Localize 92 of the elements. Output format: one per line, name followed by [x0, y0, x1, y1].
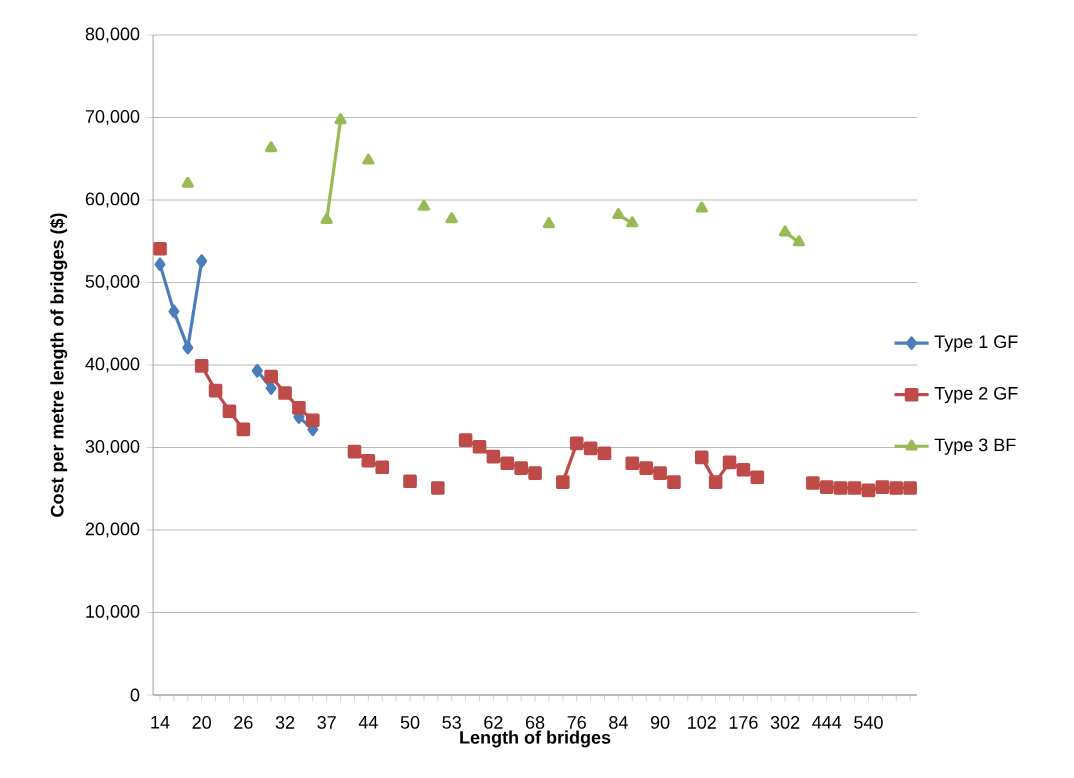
point: [194, 359, 209, 373]
legend-label: Type 2 GF: [934, 386, 1018, 404]
point: [569, 436, 584, 451]
point: [306, 413, 320, 428]
point: [625, 456, 640, 470]
point: [639, 461, 653, 475]
point: [695, 201, 708, 213]
y-tick-label: 40,000: [85, 357, 140, 373]
x-tick-label: 53: [442, 716, 461, 729]
point: [472, 439, 487, 454]
point: [264, 369, 278, 384]
point: [847, 481, 862, 495]
x-tick-label: 14: [151, 716, 170, 729]
point: [612, 208, 625, 220]
point: [750, 470, 765, 484]
point: [722, 455, 737, 470]
x-tick-label: 20: [192, 716, 211, 729]
x-tick-label: 176: [729, 716, 758, 729]
x-tick-label: 540: [854, 716, 883, 729]
x-tick-label: 50: [400, 716, 420, 729]
x-axis-title: Length of bridges: [460, 730, 611, 748]
x-tick-label: 90: [650, 716, 670, 729]
point: [431, 481, 445, 495]
point: [278, 386, 292, 400]
point: [514, 461, 528, 475]
point: [861, 483, 876, 498]
point: [403, 474, 417, 489]
point: [889, 481, 904, 495]
point: [361, 453, 376, 468]
point: [556, 475, 570, 489]
point: [542, 217, 556, 229]
y-tick-label: 10,000: [86, 605, 140, 620]
y-tick-label: 20,000: [85, 522, 140, 538]
x-tick-label: 32: [275, 716, 295, 729]
x-tick-label: 62: [484, 716, 503, 729]
point: [320, 213, 333, 225]
point: [154, 257, 166, 272]
point: [597, 446, 612, 461]
legend-label: Type 1 GF: [934, 335, 1018, 352]
x-tick-label: 444: [812, 716, 842, 729]
x-tick-label: 84: [609, 716, 628, 729]
y-tick-label: 50,000: [85, 275, 140, 290]
point: [694, 450, 709, 465]
x-tick-label: 76: [567, 716, 586, 729]
point: [181, 176, 194, 188]
point: [196, 254, 208, 268]
point: [778, 225, 792, 237]
point: [806, 476, 820, 490]
point: [208, 383, 223, 398]
y-tick-label: 80,000: [85, 27, 140, 43]
x-tick-label: 302: [770, 716, 800, 729]
x-tick-label: 26: [234, 716, 253, 729]
point: [334, 113, 347, 125]
point: [875, 480, 890, 494]
point: [903, 481, 917, 495]
x-tick-label: 68: [525, 716, 545, 729]
point: [236, 422, 251, 437]
x-tick-label: 44: [358, 716, 378, 729]
point: [583, 441, 598, 456]
point: [292, 401, 306, 415]
point: [182, 340, 194, 355]
x-tick-label: 37: [317, 716, 336, 729]
point: [708, 475, 723, 489]
point: [375, 460, 390, 475]
point: [792, 235, 806, 247]
point: [626, 216, 639, 228]
point: [500, 456, 515, 470]
point: [362, 153, 375, 165]
point: [417, 199, 431, 211]
point: [445, 212, 458, 224]
y-tick-label: 30,000: [85, 440, 140, 455]
point: [819, 480, 834, 494]
y-tick-label: 70,000: [85, 110, 140, 125]
point: [486, 449, 501, 464]
point: [222, 404, 237, 418]
point: [265, 381, 277, 395]
point: [251, 363, 263, 378]
y-tick-label: 60,000: [85, 192, 140, 208]
x-tick-label: 102: [688, 716, 716, 729]
point: [833, 481, 848, 495]
y-axis-title: Cost per metre length of bridges ($): [50, 213, 68, 517]
legend-label: Type 3 BF: [934, 438, 1016, 455]
point: [168, 304, 180, 319]
y-tick-label: 0: [130, 688, 140, 702]
point: [347, 444, 362, 459]
point: [153, 241, 167, 256]
point: [265, 141, 278, 153]
point: [736, 462, 751, 477]
point: [458, 433, 473, 447]
point: [667, 475, 681, 489]
point: [528, 466, 542, 480]
point: [653, 466, 667, 480]
